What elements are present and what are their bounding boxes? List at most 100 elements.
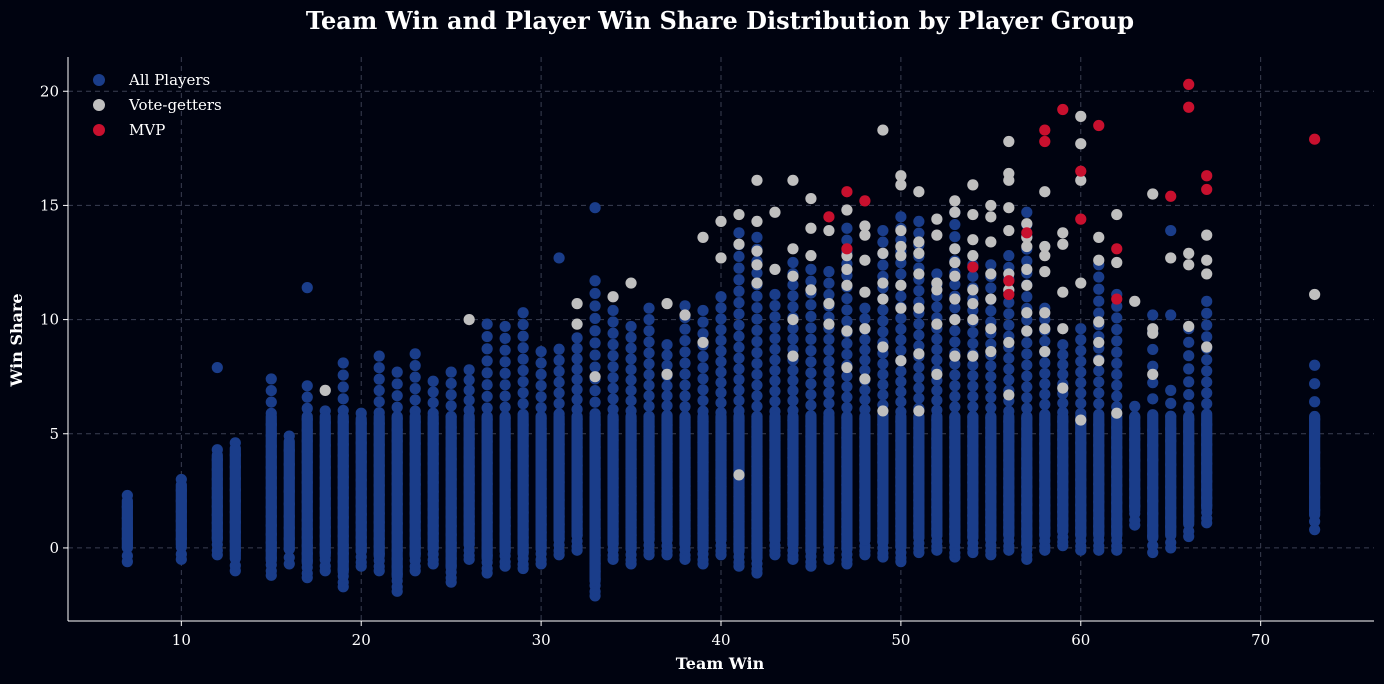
data-point [913,361,925,373]
data-point [877,304,889,316]
data-point [751,215,763,228]
data-point [895,334,907,346]
data-point [913,247,925,259]
data-point [715,302,727,314]
data-point [1183,320,1195,333]
data-point-cluster [715,410,727,546]
y-axis-label: Win Share [7,293,26,387]
data-point [733,363,745,375]
data-point [1309,378,1321,390]
data-point-cluster [1003,410,1015,542]
data-point [769,364,781,377]
data-point [1183,101,1195,113]
data-point [463,364,475,376]
y-tick-label: 5 [49,425,59,443]
data-point [751,245,763,257]
data-point [949,390,961,403]
data-point [1201,341,1213,353]
data-point [859,323,871,335]
data-point [1147,393,1159,405]
data-point-cluster [445,410,457,574]
data-point [1021,255,1033,267]
data-point [517,376,529,388]
data-point [643,369,655,381]
data-point [1003,296,1015,308]
data-point [625,395,637,407]
data-point [625,331,637,343]
data-point [1021,206,1033,218]
data-point-cluster [265,410,277,567]
data-point-cluster [751,410,763,564]
data-point [733,319,745,331]
data-point [769,322,781,334]
legend-marker [93,99,105,111]
x-tick-label: 30 [532,631,551,649]
data-point [661,390,673,402]
data-point [517,330,529,342]
data-point [877,315,889,327]
data-point [1039,335,1051,347]
data-point [967,208,979,221]
data-point [1075,138,1087,150]
data-point [877,368,889,380]
data-point [427,397,439,409]
data-point [1021,240,1033,253]
data-point [949,270,961,282]
series-vote-getters [319,110,1321,481]
data-point [859,354,871,366]
y-tick-label: 15 [40,196,59,214]
data-point [895,323,907,335]
data-point [1057,349,1069,361]
data-point [895,365,907,377]
data-point [1309,396,1321,408]
data-point [913,268,925,280]
data-point-cluster [337,410,349,578]
data-point [841,222,853,234]
data-point [1201,229,1213,241]
data-point [751,368,763,381]
data-point [877,247,889,259]
y-tick-label: 0 [49,539,59,557]
data-point [769,206,781,218]
data-point [985,293,997,305]
data-point [1183,247,1195,259]
data-point [715,252,727,264]
data-point [751,302,763,314]
data-point [1075,414,1087,426]
data-point [895,179,907,191]
data-point [499,390,511,402]
data-point [1147,309,1159,321]
data-point [1093,387,1105,399]
data-point [931,394,943,406]
data-point [1075,277,1087,289]
data-point [949,293,961,305]
data-point [1057,397,1069,409]
data-point [643,400,655,412]
data-point [859,220,871,232]
data-point [1003,374,1015,386]
data-point [1021,325,1033,337]
data-point-cluster [985,410,997,546]
data-point [967,359,979,371]
data-point [1057,286,1069,298]
data-point [679,390,691,402]
data-point [715,356,727,368]
data-point [409,383,421,395]
data-point [643,325,655,337]
data-point [1021,263,1033,275]
data-point [697,350,709,363]
data-point-cluster [1165,410,1177,539]
data-point [319,384,331,396]
data-point [553,376,565,388]
data-point [1039,250,1051,262]
data-point-cluster [427,410,439,555]
data-point [1075,174,1087,186]
data-point [859,334,871,346]
data-point [841,234,853,246]
data-point [877,358,889,370]
data-point [715,387,727,399]
data-point-cluster [625,410,637,555]
data-point [805,345,817,357]
data-point [1039,240,1051,253]
data-point [769,343,781,355]
